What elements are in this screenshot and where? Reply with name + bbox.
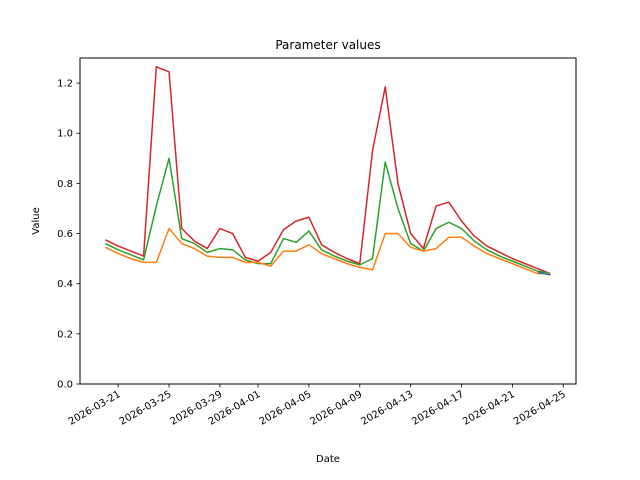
chart-title: Parameter values [275, 38, 380, 52]
series-line-3 [105, 227, 551, 275]
y-tick-label: 1.2 [57, 79, 73, 90]
plot-frame [79, 57, 577, 385]
series-line-1 [105, 66, 551, 275]
y-tick-label: 0.6 [57, 229, 73, 240]
y-tick-label: 0.8 [57, 179, 73, 190]
y-tick-label: 1.0 [57, 129, 73, 140]
y-tick-label: 0.0 [57, 380, 73, 391]
series-line-4 [537, 271, 551, 276]
y-axis-label: Value [31, 207, 42, 234]
y-tick-label: 0.4 [57, 279, 73, 290]
series-layer [105, 66, 551, 276]
y-tick-label: 0.2 [57, 329, 73, 340]
y-axis: 0.0 0.2 0.4 0.6 0.8 1.0 1.2 [57, 79, 80, 391]
series-line-2 [105, 157, 551, 275]
x-axis-label: Date [316, 454, 340, 465]
